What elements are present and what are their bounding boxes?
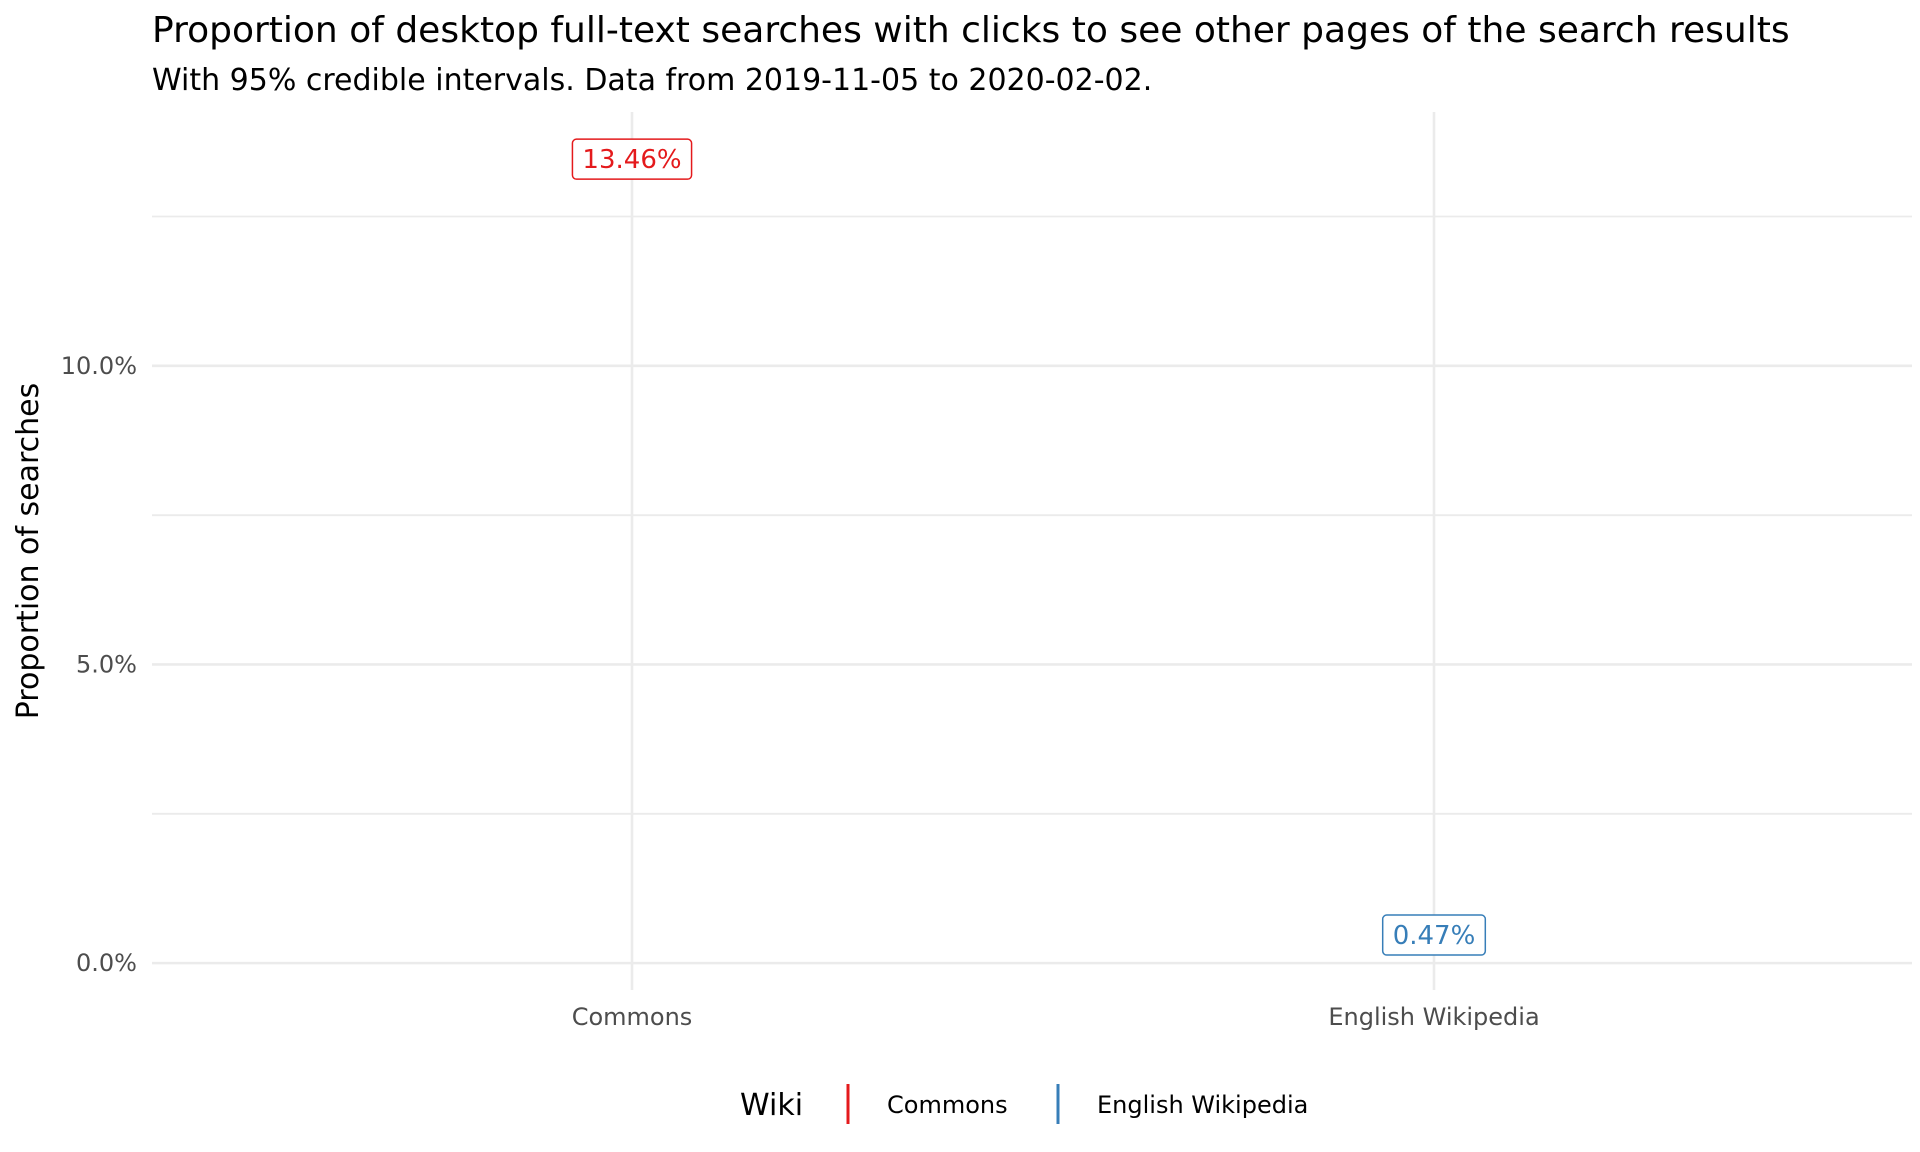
data-label: 0.47% bbox=[1393, 921, 1476, 951]
x-tick-label: English Wikipedia bbox=[1328, 1003, 1539, 1031]
data-marks: 13.46% 0.47% bbox=[571, 138, 1487, 956]
legend-title: Wiki bbox=[740, 1088, 803, 1123]
data-label: 13.46% bbox=[582, 145, 681, 175]
y-tick-label: 0.0% bbox=[76, 949, 137, 977]
data-label-box bbox=[571, 138, 693, 180]
series-mark: 13.46% bbox=[571, 138, 693, 180]
y-axis-ticks: 0.0% 5.0% 10.0% bbox=[61, 352, 137, 977]
x-axis-ticks: Commons English Wikipedia bbox=[572, 1003, 1540, 1031]
x-tick-label: Commons bbox=[572, 1003, 693, 1031]
data-label-box bbox=[1381, 914, 1487, 956]
legend-label: English Wikipedia bbox=[1097, 1091, 1308, 1119]
chart-title: Proportion of desktop full-text searches… bbox=[152, 10, 1790, 51]
y-tick-label: 10.0% bbox=[61, 352, 137, 380]
grid bbox=[152, 112, 1912, 990]
chart-subtitle: With 95% credible intervals. Data from 2… bbox=[152, 63, 1152, 98]
legend-label: Commons bbox=[887, 1091, 1008, 1119]
series-mark: 0.47% bbox=[1381, 914, 1487, 956]
y-axis-title: Proportion of searches bbox=[11, 383, 46, 720]
y-tick-label: 5.0% bbox=[76, 650, 137, 678]
legend: Wiki Commons English Wikipedia bbox=[740, 1084, 1308, 1124]
